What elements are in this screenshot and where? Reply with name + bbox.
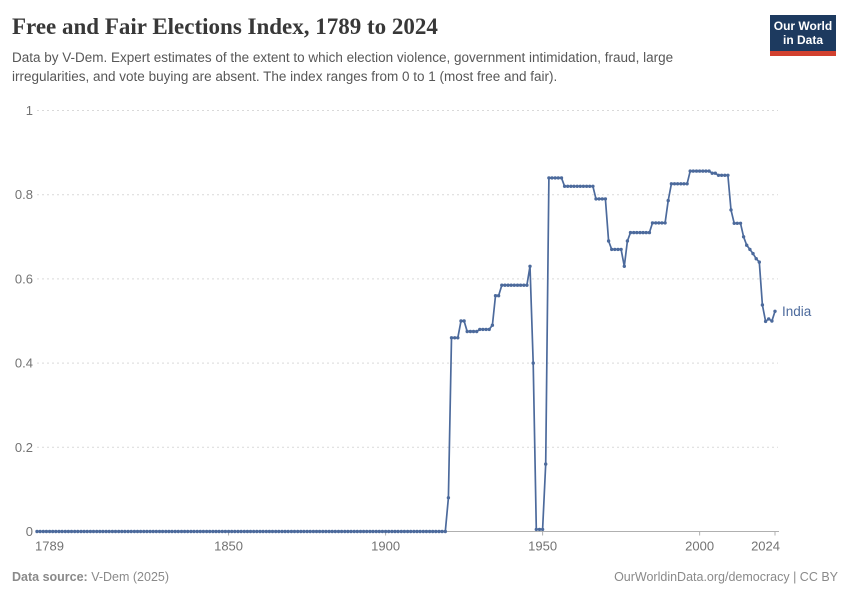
entity-label-india[interactable]: India	[782, 304, 812, 319]
x-tick-label: 1950	[528, 539, 557, 554]
y-tick-label: 0.4	[15, 356, 33, 371]
y-tick-label: 0.2	[15, 440, 33, 455]
x-tick-label: 2024	[751, 539, 780, 554]
owid-logo-line1: Our World	[773, 19, 833, 33]
y-tick-label: 1	[26, 103, 33, 118]
data-source-value: V-Dem (2025)	[87, 570, 170, 584]
x-tick-label: 1900	[371, 539, 400, 554]
india-series-markers	[35, 169, 777, 534]
india-series-line[interactable]	[37, 170, 776, 533]
y-tick-label: 0.6	[15, 271, 33, 286]
x-axis: 1789 1850 1900 1950 2000 2024	[35, 531, 780, 554]
data-source-note: Data source: V-Dem (2025)	[12, 570, 169, 584]
x-tick-label: 2000	[685, 539, 714, 554]
data-source-label: Data source:	[12, 570, 88, 584]
x-tick-label: 1850	[214, 539, 243, 554]
x-tick-label: 1789	[35, 539, 64, 554]
y-gridlines: 0 0.2 0.4 0.6 0.8 1	[15, 103, 778, 539]
y-tick-label: 0.8	[15, 187, 33, 202]
footer-link[interactable]: OurWorldinData.org/democracy | CC BY	[614, 570, 838, 584]
chart-footer: Data source: V-Dem (2025) OurWorldinData…	[0, 568, 850, 592]
page-subtitle: Data by V-Dem. Expert estimates of the e…	[12, 50, 674, 84]
owid-logo[interactable]: Our World in Data	[770, 15, 836, 56]
y-tick-label: 0	[26, 524, 33, 539]
owid-logo-line2: in Data	[782, 33, 823, 47]
page-title: Free and Fair Elections Index, 1789 to 2…	[12, 14, 438, 39]
